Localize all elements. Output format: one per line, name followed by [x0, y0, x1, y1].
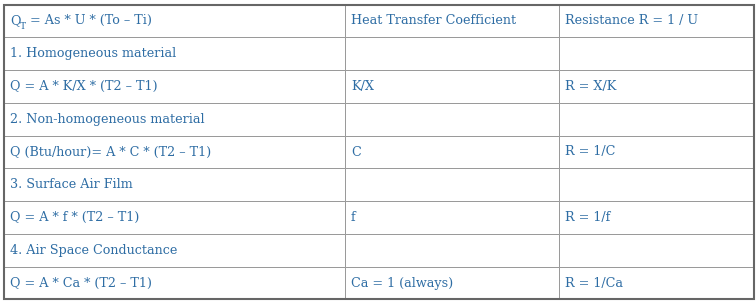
- Bar: [345, 136, 559, 168]
- Bar: [559, 168, 754, 201]
- Bar: [4, 37, 345, 70]
- Text: Q = A * K/X * (T2 – T1): Q = A * K/X * (T2 – T1): [10, 80, 157, 93]
- Bar: [345, 267, 559, 299]
- Text: 4. Air Space Conductance: 4. Air Space Conductance: [10, 244, 177, 257]
- Bar: [345, 201, 559, 234]
- Text: R = 1/C: R = 1/C: [565, 146, 615, 158]
- Bar: [4, 70, 345, 103]
- Bar: [559, 37, 754, 70]
- Text: R = X/K: R = X/K: [565, 80, 616, 93]
- Bar: [345, 37, 559, 70]
- Text: f: f: [351, 211, 356, 224]
- Text: Q (Btu/hour)= A * C * (T2 – T1): Q (Btu/hour)= A * C * (T2 – T1): [10, 146, 211, 158]
- Text: Q = A * f * (T2 – T1): Q = A * f * (T2 – T1): [10, 211, 139, 224]
- Text: R = 1/Ca: R = 1/Ca: [565, 277, 623, 289]
- Bar: [345, 234, 559, 267]
- Bar: [345, 103, 559, 136]
- Bar: [4, 5, 345, 37]
- Bar: [559, 267, 754, 299]
- Bar: [559, 103, 754, 136]
- Bar: [345, 70, 559, 103]
- Bar: [4, 136, 345, 168]
- Bar: [4, 103, 345, 136]
- Bar: [559, 70, 754, 103]
- Text: Q = A * Ca * (T2 – T1): Q = A * Ca * (T2 – T1): [10, 277, 152, 289]
- Bar: [559, 201, 754, 234]
- Bar: [4, 201, 345, 234]
- Text: Ca = 1 (always): Ca = 1 (always): [351, 277, 454, 289]
- Text: C: C: [351, 146, 361, 158]
- Text: K/X: K/X: [351, 80, 374, 93]
- Text: 2. Non-homogeneous material: 2. Non-homogeneous material: [10, 113, 204, 126]
- Bar: [4, 234, 345, 267]
- Bar: [345, 5, 559, 37]
- Text: Resistance R = 1 / U: Resistance R = 1 / U: [565, 15, 698, 27]
- Text: 3. Surface Air Film: 3. Surface Air Film: [10, 178, 132, 191]
- Text: R = 1/f: R = 1/f: [565, 211, 610, 224]
- Bar: [559, 234, 754, 267]
- Text: = As * U * (To – Ti): = As * U * (To – Ti): [26, 15, 153, 27]
- Bar: [559, 136, 754, 168]
- Text: 1. Homogeneous material: 1. Homogeneous material: [10, 47, 176, 60]
- Text: Q: Q: [10, 15, 20, 27]
- Text: T: T: [20, 22, 26, 31]
- Bar: [4, 267, 345, 299]
- Bar: [345, 168, 559, 201]
- Text: Heat Transfer Coefficient: Heat Transfer Coefficient: [351, 15, 516, 27]
- Bar: [4, 168, 345, 201]
- Bar: [559, 5, 754, 37]
